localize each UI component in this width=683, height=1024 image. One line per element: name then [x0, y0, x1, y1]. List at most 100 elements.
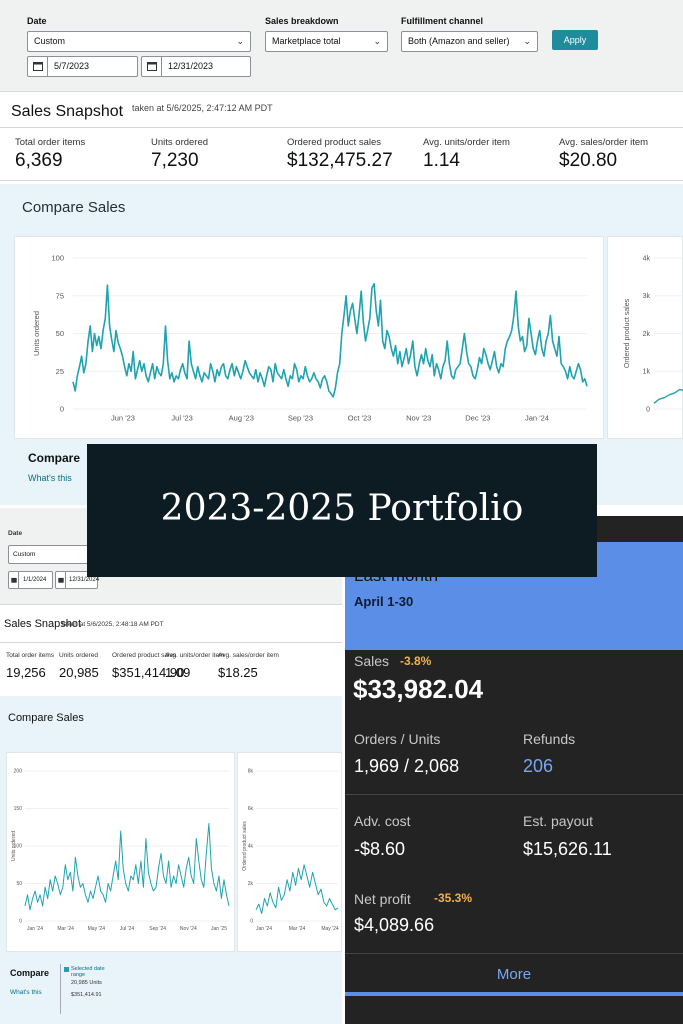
- apply-button[interactable]: Apply: [552, 30, 598, 50]
- metric-label: Avg. sales/order item: [218, 652, 279, 659]
- metric-value: 20,985: [59, 665, 99, 680]
- metric-label: Ordered product sales: [112, 652, 177, 659]
- sales-label: Sales: [354, 653, 390, 669]
- metric-value: 19,256: [6, 665, 46, 680]
- metric-label: Total order items: [6, 652, 55, 659]
- y-tick-label: 2k: [643, 331, 651, 338]
- calendar-icon: [142, 57, 162, 76]
- refunds-label: Refunds: [523, 731, 576, 747]
- y-axis-label: Ordered product sales: [624, 298, 631, 368]
- breakdown-select[interactable]: Marketplace total ⌄: [265, 31, 388, 52]
- metric-label: Units ordered: [151, 137, 209, 148]
- metric-label: Avg. units/order item: [165, 652, 225, 659]
- x-tick-label: Jul '23: [171, 414, 192, 423]
- fulfillment-label: Fulfillment channel: [401, 16, 484, 26]
- units-chart-card: 0 50 100 150 200 Units ordered Jan '24 Mar '24 M…: [6, 752, 235, 952]
- sales-value: $33,982.04: [353, 674, 484, 704]
- refunds-value[interactable]: 206: [523, 756, 554, 776]
- metric-label: Avg. units/order item: [423, 137, 510, 148]
- metric-label: Units ordered: [59, 652, 99, 659]
- date-label: Date: [8, 530, 23, 537]
- series-line: [653, 388, 683, 404]
- metric-value: 1.14: [423, 150, 460, 171]
- y-tick-label: 0: [19, 919, 22, 925]
- end-date-field[interactable]: 12/31/2023: [141, 56, 251, 77]
- sales-chart-card: 0 1k 2k 3k 4k Ordered product sales: [607, 236, 683, 439]
- banner-title: 2023-2025 Portfolio: [160, 488, 524, 529]
- series-line: [24, 823, 230, 911]
- y-tick-label: 100: [51, 254, 64, 263]
- sales-chart: 0 1k 2k 3k 4k Ordered product sales: [624, 255, 683, 413]
- y-tick-label: 6k: [248, 806, 254, 812]
- metric-value: $351,414.90: [112, 665, 185, 680]
- x-tick-label: Sep '24: [149, 926, 166, 932]
- y-tick-label: 50: [16, 881, 22, 887]
- legend-title: Selected date range: [71, 966, 105, 978]
- adv-cost-value: -$8.60: [354, 839, 406, 859]
- x-tick-label: Mar '24: [57, 926, 74, 932]
- orders-units-value: 1,969 / 2,068: [354, 756, 460, 776]
- whats-this-link[interactable]: What's this: [28, 473, 72, 483]
- date-select[interactable]: Custom ⌄: [27, 31, 251, 52]
- x-tick-label: Aug '23: [229, 414, 254, 423]
- net-profit-value: $4,089.66: [354, 915, 435, 935]
- divider: [345, 794, 683, 795]
- whats-this-link[interactable]: What's this: [10, 989, 42, 996]
- legend-sales: $351,414.91: [71, 992, 102, 998]
- y-tick-label: 0: [60, 405, 64, 414]
- y-tick-label: 200: [14, 769, 23, 775]
- divider: [0, 180, 683, 181]
- y-axis-label: Units ordered: [11, 831, 17, 861]
- compare-title: Compare Sales: [8, 712, 84, 724]
- metric-label: Ordered product sales: [287, 137, 381, 148]
- x-tick-label: Jun '23: [111, 414, 135, 423]
- units-ordered-chart: 0 50 100 150 200 Units ordered Jan '24 Mar '24 M…: [11, 769, 230, 932]
- accent-bar: [345, 992, 683, 996]
- chevron-down-icon: ⌄: [523, 36, 531, 46]
- divider: [345, 953, 683, 954]
- x-tick-label: Sep '23: [288, 414, 313, 423]
- calendar-icon: [28, 57, 48, 76]
- x-tick-label: Jul '24: [120, 926, 135, 932]
- calendar-icon: [9, 572, 19, 588]
- x-tick-label: Mar '24: [289, 926, 306, 932]
- sales-change: -3.8%: [400, 654, 432, 668]
- date-select[interactable]: Custom: [8, 545, 94, 564]
- metric-value: $20.80: [559, 150, 618, 171]
- fulfillment-select[interactable]: Both (Amazon and seller) ⌄: [401, 31, 538, 52]
- x-tick-label: Jan '24: [525, 414, 549, 423]
- calendar-icon: [56, 572, 66, 588]
- snapshot-title: Sales Snapshot: [4, 618, 82, 630]
- y-tick-label: 75: [56, 291, 64, 300]
- start-date-field[interactable]: 1/1/2024: [8, 571, 53, 589]
- legend-units: 20,985 Units: [71, 980, 102, 986]
- metric-value: 6,369: [15, 150, 63, 171]
- y-tick-label: 150: [14, 806, 23, 812]
- units-chart-card: 0 25 50 75 100 Units ordered Jun '23 Jul '23 Aug…: [14, 236, 604, 439]
- x-tick-label: Jan '24: [256, 926, 272, 932]
- more-link[interactable]: More: [496, 966, 532, 983]
- header-date-range: April 1-30: [354, 594, 414, 609]
- sales-dashboard-2023: Date Custom ⌄ 5/7/2023 12/31/2023 Sales b…: [0, 0, 683, 505]
- y-tick-label: 3k: [643, 293, 651, 300]
- adv-cost-label: Adv. cost: [354, 813, 411, 829]
- start-date-field[interactable]: 5/7/2023: [27, 56, 138, 77]
- y-tick-label: 100: [14, 844, 23, 850]
- y-tick-label: 0: [646, 406, 650, 413]
- snapshot-header: Sales Snapshot: [0, 95, 683, 128]
- metric-label: Total order items: [15, 137, 86, 148]
- x-tick-label: Jan '24: [27, 926, 43, 932]
- metric-value: 1.09: [165, 665, 191, 680]
- sales-dashboard-2024: Date Custom 1/1/2024 12/31/2024 Sales Sn…: [0, 508, 342, 1024]
- snapshot-title: Sales Snapshot: [11, 103, 124, 120]
- date-label: Date: [27, 16, 47, 26]
- net-profit-label: Net profit: [354, 891, 411, 907]
- x-tick-label: Oct '23: [348, 414, 372, 423]
- y-tick-label: 25: [56, 367, 64, 376]
- est-payout-label: Est. payout: [523, 813, 594, 829]
- x-tick-label: May '24: [88, 926, 106, 932]
- series-line: [72, 282, 588, 398]
- units-ordered-chart: 0 25 50 75 100 Units ordered Jun '23 Jul '23 Aug…: [32, 254, 588, 423]
- compare-title: Compare Sales: [22, 199, 126, 216]
- metric-value: 7,230: [151, 150, 199, 171]
